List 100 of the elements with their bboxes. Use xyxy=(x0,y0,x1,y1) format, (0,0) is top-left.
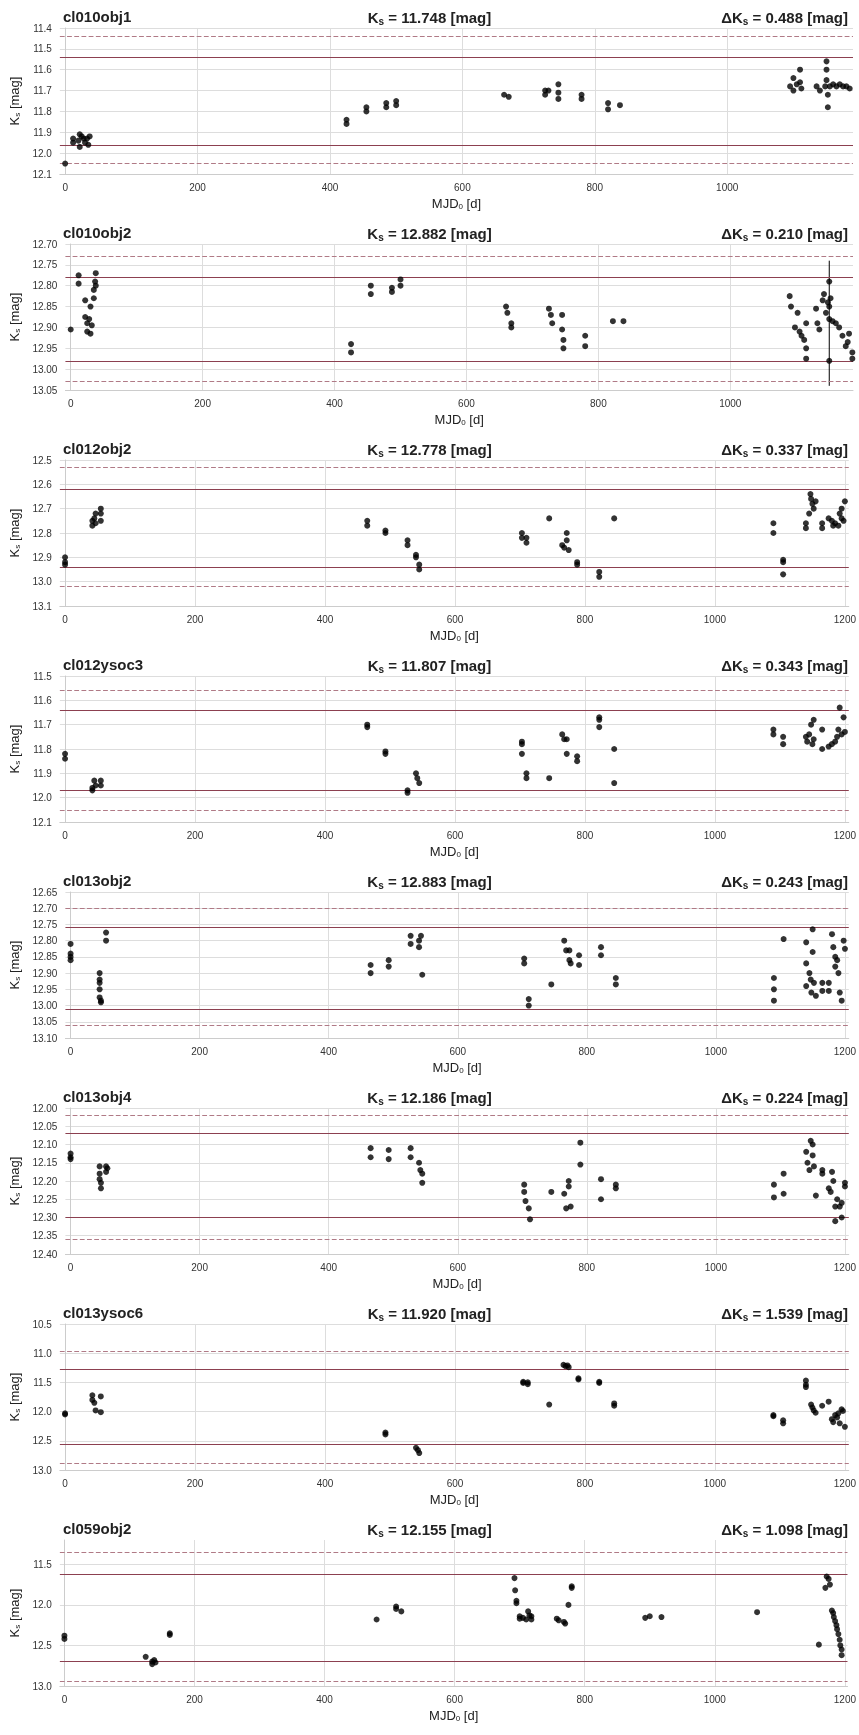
y-tick-label: 12.85 xyxy=(32,301,58,313)
chart-title: cl059obj2 xyxy=(63,1520,132,1537)
x-tick-label: 400 xyxy=(316,1693,334,1705)
y-tick-label: 12.90 xyxy=(32,967,58,979)
x-tick-label: 600 xyxy=(446,829,464,841)
x-tick-label: 0 xyxy=(62,1477,69,1489)
y-tick-label: 11.4 xyxy=(33,22,53,34)
x-tick-label: 800 xyxy=(576,829,594,841)
y-tick-label: 12.1 xyxy=(32,168,53,180)
x-tick-label: 400 xyxy=(320,1045,338,1057)
x-tick-label: 600 xyxy=(446,1477,464,1489)
y-tick-label: 13.00 xyxy=(32,1000,58,1012)
y-tick-label: 12.70 xyxy=(32,238,58,250)
x-tick-label: 600 xyxy=(446,1693,464,1705)
y-tick-label: 13.1 xyxy=(32,600,53,612)
chart-title: cl013obj4 xyxy=(63,1088,133,1105)
y-tick-label: 12.85 xyxy=(32,951,58,963)
x-tick-label: 800 xyxy=(590,397,608,409)
y-axis-title: Ks [mag] xyxy=(7,292,22,342)
y-tick-label: 10.5 xyxy=(32,1318,53,1330)
chart-title: cl010obj1 xyxy=(63,8,132,25)
y-tick-label: 13.0 xyxy=(32,1680,53,1692)
x-tick-label: 0 xyxy=(67,1261,74,1273)
y-tick-label: 11.8 xyxy=(33,743,53,755)
x-tick-label: 600 xyxy=(449,1045,467,1057)
x-tick-label: 0 xyxy=(67,1045,74,1057)
y-tick-label: 12.9 xyxy=(32,551,53,563)
y-tick-label: 12.90 xyxy=(32,321,58,333)
x-tick-label: 200 xyxy=(194,397,212,409)
y-tick-label: 12.0 xyxy=(32,1599,53,1611)
x-tick-label: 600 xyxy=(458,397,476,409)
y-tick-label: 11.5 xyxy=(33,1376,53,1388)
x-axis-title: MJD0 [d] xyxy=(432,1059,482,1075)
x-axis-title: MJD0 [d] xyxy=(429,1491,479,1507)
y-tick-label: 12.80 xyxy=(32,280,58,292)
x-tick-label: 400 xyxy=(320,1261,338,1273)
y-tick-label: 12.35 xyxy=(32,1230,58,1242)
x-axis-title: MJD0 [d] xyxy=(429,1707,479,1723)
y-axis-title: Ks [mag] xyxy=(7,508,22,558)
y-tick-label: 12.95 xyxy=(32,983,58,995)
y-tick-label: 12.1 xyxy=(32,816,53,828)
x-tick-label: 800 xyxy=(578,1261,596,1273)
chart-title: cl013ysoc6 xyxy=(63,1304,144,1321)
y-axis-title: Ks [mag] xyxy=(7,76,22,126)
x-axis-title: MJD0 [d] xyxy=(432,1275,482,1291)
x-tick-label: 800 xyxy=(586,181,604,193)
chart-title: cl010obj2 xyxy=(63,224,132,241)
y-tick-label: 12.30 xyxy=(32,1212,58,1223)
x-tick-label: 800 xyxy=(578,1045,596,1057)
x-tick-label: 1200 xyxy=(833,829,857,841)
y-axis-title: Ks [mag] xyxy=(7,1156,22,1206)
y-tick-label: 13.0 xyxy=(32,1464,53,1476)
x-tick-label: 200 xyxy=(191,1261,209,1273)
x-tick-label: 1200 xyxy=(833,1045,857,1057)
y-tick-label: 12.65 xyxy=(32,886,58,898)
x-tick-label: 400 xyxy=(316,829,334,841)
y-tick-label: 11.8 xyxy=(33,105,53,117)
y-tick-label: 12.75 xyxy=(32,259,58,271)
x-tick-label: 1000 xyxy=(704,1045,728,1057)
chart-title: cl013obj2 xyxy=(63,872,132,889)
y-tick-label: 12.5 xyxy=(32,1435,53,1447)
x-tick-label: 800 xyxy=(576,613,594,625)
y-tick-label: 12.0 xyxy=(32,1406,53,1418)
x-tick-label: 200 xyxy=(186,613,204,625)
y-tick-label: 11.0 xyxy=(33,1347,53,1359)
chart-title: cl012obj2 xyxy=(63,440,132,457)
y-tick-label: 13.05 xyxy=(32,1016,58,1028)
x-tick-label: 800 xyxy=(576,1477,594,1489)
x-tick-label: 1000 xyxy=(704,1261,728,1273)
y-axis-title: Ks [mag] xyxy=(7,1588,22,1638)
x-tick-label: 200 xyxy=(189,181,207,193)
y-tick-label: 12.40 xyxy=(32,1248,58,1260)
y-tick-label: 12.6 xyxy=(32,478,53,490)
y-tick-label: 12.5 xyxy=(32,454,53,466)
x-axis-title: MJD0 [d] xyxy=(431,195,482,211)
y-tick-label: 12.70 xyxy=(32,902,58,914)
y-tick-label: 12.0 xyxy=(32,792,53,804)
y-tick-label: 13.0 xyxy=(32,576,53,588)
y-tick-label: 11.6 xyxy=(33,64,53,76)
y-tick-label: 11.9 xyxy=(33,126,53,138)
chart-title: cl012ysoc3 xyxy=(63,656,144,673)
x-tick-label: 0 xyxy=(62,181,69,193)
y-tick-label: 13.05 xyxy=(32,384,58,396)
x-tick-label: 0 xyxy=(62,613,69,625)
x-tick-label: 600 xyxy=(446,613,464,625)
y-tick-label: 12.5 xyxy=(32,1639,53,1651)
y-tick-label: 12.7 xyxy=(32,503,53,515)
x-tick-label: 800 xyxy=(576,1693,594,1705)
x-tick-label: 400 xyxy=(321,181,339,193)
x-tick-label: 0 xyxy=(62,829,69,841)
y-tick-label: 11.6 xyxy=(33,694,53,706)
y-tick-label: 11.5 xyxy=(33,1558,53,1570)
y-tick-label: 11.9 xyxy=(33,767,53,779)
x-tick-label: 0 xyxy=(61,1693,68,1705)
x-tick-label: 1200 xyxy=(833,613,857,625)
y-axis-title: Ks [mag] xyxy=(7,724,22,774)
y-tick-label: 12.8 xyxy=(32,527,53,539)
x-tick-label: 200 xyxy=(191,1045,209,1057)
y-tick-label: 12.75 xyxy=(32,918,58,930)
y-axis-title: Ks [mag] xyxy=(7,940,22,990)
